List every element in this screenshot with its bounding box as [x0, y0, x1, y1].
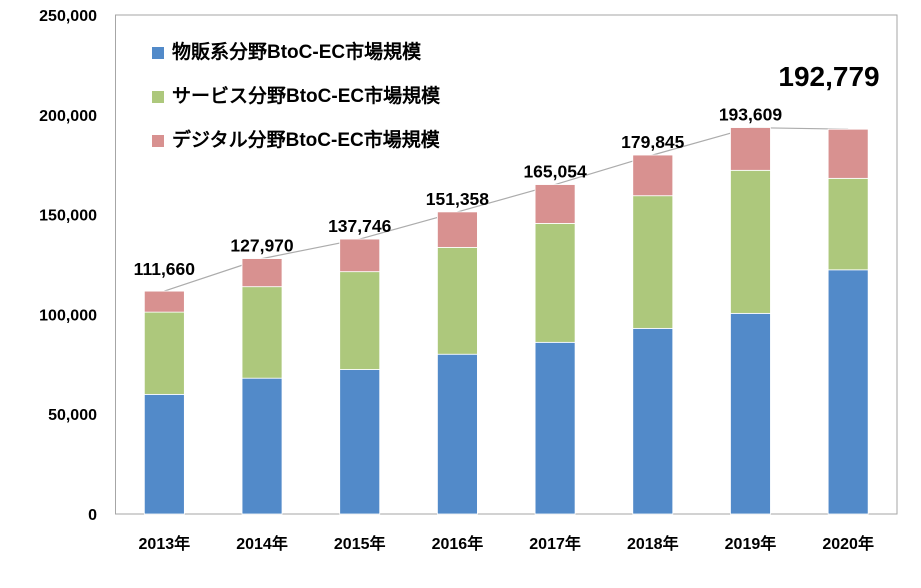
bar-segment-2016年-series2 [437, 211, 478, 248]
x-axis-label: 2020年 [822, 534, 874, 553]
bar-segment-2017年-series1 [534, 223, 576, 343]
bar-segment-2020年-series0 [827, 269, 869, 515]
bar-segment-2013年-series2 [143, 290, 185, 313]
legend-item-0: 物販系分野BtoC-EC市場規模 [152, 40, 440, 66]
x-axis-label: 2013年 [139, 534, 191, 553]
x-axis-label: 2015年 [334, 534, 386, 553]
x-axis-label: 2017年 [529, 534, 581, 553]
y-tick-label: 200,000 [39, 108, 97, 125]
bar-segment-2015年-series2 [339, 238, 381, 273]
bar-segment-2019年-series2 [730, 127, 771, 171]
legend-label: 物販系分野BtoC-EC市場規模 [172, 42, 422, 63]
total-label: 127,970 [230, 236, 294, 256]
plot-area-border [115, 14, 898, 515]
y-tick-label: 250,000 [39, 8, 97, 25]
legend: 物販系分野BtoC-EC市場規模 サービス分野BtoC-EC市場規模 デジタル分野B… [152, 40, 440, 172]
total-label: 151,358 [426, 189, 490, 209]
bar-segment-2014年-series2 [241, 258, 283, 288]
bar-segment-2018年-series1 [632, 195, 674, 329]
legend-label: デジタル分野BtoC-EC市場規模 [172, 130, 440, 151]
bar-segment-2016年-series0 [437, 353, 478, 515]
legend-swatch-icon [152, 47, 164, 59]
bar-segment-2020年-series1 [827, 177, 869, 271]
total-label: 165,054 [523, 162, 587, 182]
total-label-emphasized: 192,779 [778, 61, 879, 92]
bar-segment-2018年-series2 [632, 154, 674, 197]
legend-label: サービス分野BtoC-EC市場規模 [172, 86, 441, 107]
bar-segment-2013年-series1 [143, 311, 185, 395]
bar-segment-2018年-series0 [632, 327, 674, 515]
x-axis-label: 2019年 [725, 534, 777, 553]
x-axis-label: 2014年 [236, 534, 288, 553]
bar-segment-2014年-series0 [241, 377, 283, 515]
total-label: 137,746 [328, 216, 392, 236]
total-label: 111,660 [134, 259, 196, 279]
bar-segment-2013年-series0 [143, 393, 185, 515]
y-tick-label: 0 [88, 507, 97, 524]
y-tick-label: 100,000 [39, 307, 97, 324]
total-label: 193,609 [719, 105, 783, 125]
y-tick-label: 50,000 [48, 407, 97, 424]
bar-segment-2019年-series0 [730, 312, 771, 515]
y-tick-label: 150,000 [39, 208, 97, 225]
x-axis-label: 2016年 [432, 534, 484, 553]
bar-segment-2020年-series2 [827, 128, 869, 179]
bar-segment-2015年-series1 [339, 271, 381, 370]
bar-segment-2014年-series1 [241, 286, 283, 379]
bar-segment-2019年-series1 [730, 169, 771, 314]
x-axis-label: 2018年 [627, 534, 679, 553]
bar-segment-2017年-series2 [534, 184, 576, 224]
legend-item-1: サービス分野BtoC-EC市場規模 [152, 84, 440, 110]
bar-segment-2017年-series0 [534, 341, 576, 515]
legend-swatch-icon [152, 135, 164, 147]
total-label: 179,845 [621, 132, 685, 152]
legend-item-2: デジタル分野BtoC-EC市場規模 [152, 128, 440, 154]
bar-segment-2015年-series0 [339, 369, 381, 515]
bar-segment-2016年-series1 [437, 246, 478, 355]
legend-swatch-icon [152, 91, 164, 103]
